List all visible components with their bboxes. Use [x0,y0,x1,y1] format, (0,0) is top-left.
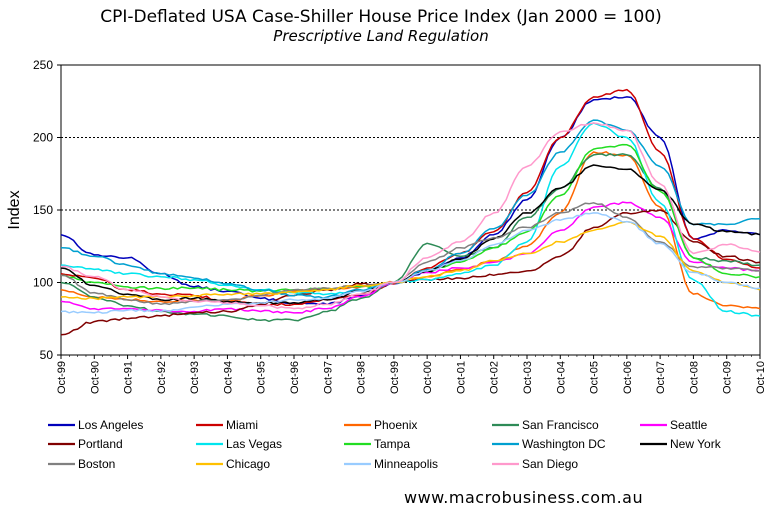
y-tick-label: 200 [33,131,53,145]
x-tick-label: Oct-90 [89,361,101,394]
legend-label: San Francisco [522,418,599,432]
x-tick-label: Oct-05 [589,361,601,394]
x-tick-label: Oct-00 [422,361,434,394]
x-tick-label: Oct-04 [555,361,567,394]
x-tick-label: Oct-09 [722,361,734,394]
series-line-las-vegas [60,122,761,317]
x-tick-label: Oct-96 [289,361,301,394]
x-tick-label: Oct-08 [688,361,700,394]
x-tick-label: Oct-99 [56,361,68,394]
series-line-chicago [60,220,761,301]
y-axis: 50 100 150 200 250 [33,58,61,362]
series-line-new-york [60,164,761,305]
x-tick-label: Oct-02 [489,361,501,394]
legend-label: Portland [78,437,123,451]
legend: Los Angeles Miami Phoenix San Francisco Seat… [48,418,722,471]
legend-label: New York [670,437,722,451]
x-axis: Oct-99 Oct-90 Oct-91 Oct-92 Oct-93 Oct-94 Oct-… [56,355,767,394]
y-tick-label: 150 [33,203,53,217]
legend-label: Miami [226,418,258,432]
series-line-seattle [60,201,761,314]
x-tick-label: Oct-94 [222,361,234,394]
legend-label: Phoenix [374,418,417,432]
y-tick-label: 250 [33,58,53,72]
legend-label: San Diego [522,457,578,471]
legend-label: Las Vegas [226,437,282,451]
legend-label: Chicago [226,457,270,471]
legend-label: Boston [78,457,115,471]
series-line-minneapolis [60,212,761,314]
x-tick-label: Oct-92 [156,361,168,394]
legend-label: Tampa [374,437,410,451]
y-axis-label: Index [6,190,23,229]
chart-title: CPI-Deflated USA Case-Shiller House Pric… [100,7,662,27]
x-tick-label: Oct-10 [755,361,767,394]
x-tick-label: Oct-91 [123,361,135,394]
legend-label: Washington DC [522,437,606,451]
x-tick-label: Oct-07 [655,361,667,394]
y-tick-label: 100 [33,276,53,290]
legend-label: Seattle [670,418,708,432]
y-tick-label: 50 [40,348,54,362]
x-tick-label: Oct-93 [189,361,201,394]
legend-label: Los Angeles [78,418,143,432]
x-tick-label: Oct-06 [622,361,634,394]
x-tick-label: Oct-95 [256,361,268,394]
series-lines [60,88,761,336]
source-url: www.macrobusiness.com.au [404,488,643,507]
x-tick-label: Oct-98 [356,361,368,394]
series-line-portland [60,209,761,336]
chart-subtitle: Prescriptive Land Regulation [273,27,488,45]
legend-label: Minneapolis [374,457,438,471]
series-line-san-diego [60,122,761,310]
x-tick-label: Oct-99 [389,361,401,394]
x-tick-label: Oct-03 [522,361,534,394]
gridlines [61,137,760,283]
series-line-phoenix [60,151,761,310]
x-tick-label: Oct-01 [455,361,467,394]
x-tick-label: Oct-97 [322,361,334,394]
